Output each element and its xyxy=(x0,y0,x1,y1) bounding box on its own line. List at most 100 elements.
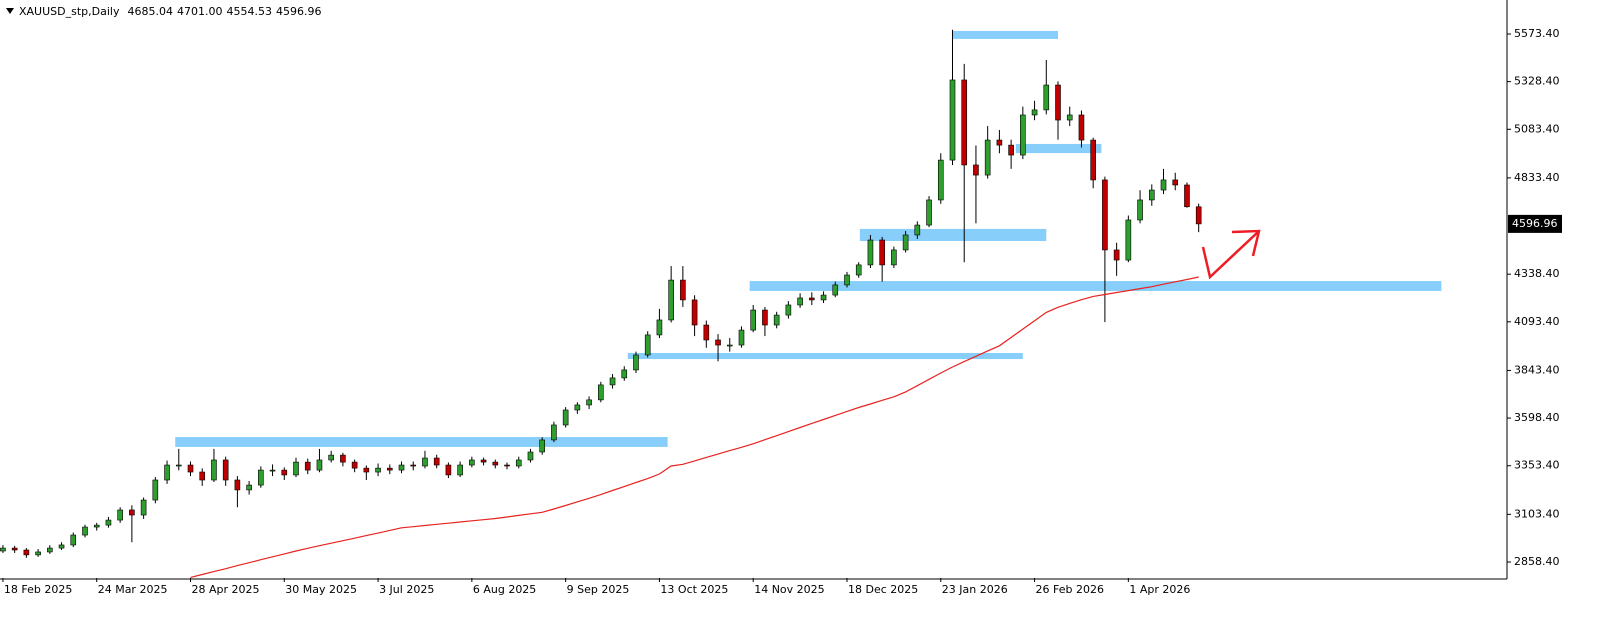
ohlc-low: 4554.53 xyxy=(226,5,272,18)
candle-body xyxy=(11,547,18,551)
x-tick-label: 30 May 2025 xyxy=(285,583,357,596)
candle-body xyxy=(140,499,147,516)
candle-body xyxy=(1160,179,1167,191)
candle-body xyxy=(703,324,710,341)
candle-body xyxy=(1195,206,1202,225)
candle-body xyxy=(1148,189,1155,201)
candle-body xyxy=(738,329,745,346)
candle-body xyxy=(222,459,229,481)
candle-body xyxy=(1184,184,1190,208)
candle-body xyxy=(891,249,897,266)
x-tick-label: 13 Oct 2025 xyxy=(660,583,728,596)
y-tick-label: 5573.40 xyxy=(1514,27,1560,40)
candle-body xyxy=(457,464,463,476)
candle-body xyxy=(984,139,991,176)
candle-body xyxy=(844,274,850,286)
candle-body xyxy=(304,461,311,471)
last-price-label: 4596.96 xyxy=(1512,217,1558,230)
candle-body xyxy=(316,459,323,471)
candle-body xyxy=(773,314,780,326)
ohlc-close: 4596.96 xyxy=(276,5,322,18)
candle-body xyxy=(386,467,393,471)
candle-body xyxy=(961,79,968,166)
candle-body xyxy=(234,479,241,491)
x-tick-label: 23 Jan 2026 xyxy=(942,583,1008,596)
candle-body xyxy=(633,354,639,371)
candle-body xyxy=(82,526,88,536)
candle-body xyxy=(832,284,839,296)
x-tick-label: 3 Jul 2025 xyxy=(379,583,434,596)
candle-body xyxy=(398,464,405,471)
candle-body xyxy=(937,159,944,201)
candle-body xyxy=(562,409,569,426)
candle-body xyxy=(902,234,909,251)
y-tick-label: 2858.40 xyxy=(1514,555,1560,568)
candle-body xyxy=(47,547,53,553)
candle-body xyxy=(1125,219,1132,261)
ohlc-open: 4685.04 xyxy=(127,5,173,18)
x-tick-label: 24 Mar 2025 xyxy=(98,583,168,596)
candle-body xyxy=(469,459,475,466)
candle-body xyxy=(175,464,182,467)
candle-body xyxy=(492,461,499,466)
candle-body xyxy=(1020,114,1026,156)
candle-body xyxy=(422,457,428,467)
candle-body xyxy=(996,139,1003,146)
candle-body xyxy=(1172,179,1179,186)
candle-body xyxy=(726,344,733,347)
candle-body xyxy=(762,309,768,326)
candle-body xyxy=(105,519,112,526)
candle-body xyxy=(351,461,358,469)
menu-triangle xyxy=(6,8,14,14)
candle-body xyxy=(35,551,41,556)
candle-body xyxy=(621,369,628,379)
candle-body xyxy=(1066,114,1073,121)
candle-body xyxy=(117,509,123,521)
candle-body xyxy=(785,304,792,316)
zone xyxy=(627,353,1023,360)
x-tick-label: 1 Apr 2026 xyxy=(1129,583,1190,596)
zone xyxy=(175,437,668,447)
y-tick-label: 3103.40 xyxy=(1514,507,1560,520)
candle-body xyxy=(879,239,885,266)
candle-body xyxy=(187,464,194,473)
zone xyxy=(1015,143,1102,154)
candle-body xyxy=(820,294,827,301)
candle-body xyxy=(152,479,159,501)
candle-body xyxy=(609,377,616,386)
zone xyxy=(952,30,1059,39)
candle-body xyxy=(1078,114,1085,141)
y-tick-label: 5328.40 xyxy=(1514,75,1560,88)
candle-body xyxy=(246,484,252,491)
candle-body xyxy=(281,469,288,476)
ohlc-high: 4701.00 xyxy=(177,5,223,18)
candle-body xyxy=(551,424,557,441)
y-tick-label: 4833.40 xyxy=(1514,171,1560,184)
candle-body xyxy=(574,404,581,411)
candle-body xyxy=(855,264,862,276)
candle-body xyxy=(129,509,135,516)
x-tick-label: 6 Aug 2025 xyxy=(473,583,536,596)
y-tick-label: 4093.40 xyxy=(1514,315,1560,328)
candle-body xyxy=(23,549,30,556)
candle-body xyxy=(809,297,815,301)
candle-body xyxy=(644,334,651,356)
candle-body xyxy=(973,164,979,176)
candle-body xyxy=(586,399,592,406)
zone xyxy=(859,228,1047,241)
candle-body xyxy=(715,339,721,346)
candle-body xyxy=(70,534,77,546)
y-tick-label: 3843.40 xyxy=(1514,363,1560,376)
candle-body xyxy=(1031,109,1038,116)
symbol: XAUUSD_stp,Daily xyxy=(19,5,120,18)
candle-body xyxy=(211,459,217,481)
candle-body xyxy=(1008,144,1014,156)
candle-body xyxy=(375,467,381,473)
candle-body xyxy=(1137,199,1143,221)
arrow-annotation xyxy=(1201,229,1261,280)
y-tick-label: 3598.40 xyxy=(1514,411,1560,424)
candle-body xyxy=(515,459,522,467)
candle-body xyxy=(433,457,440,466)
y-tick-label: 4338.40 xyxy=(1514,267,1560,280)
candle-body xyxy=(293,461,299,476)
